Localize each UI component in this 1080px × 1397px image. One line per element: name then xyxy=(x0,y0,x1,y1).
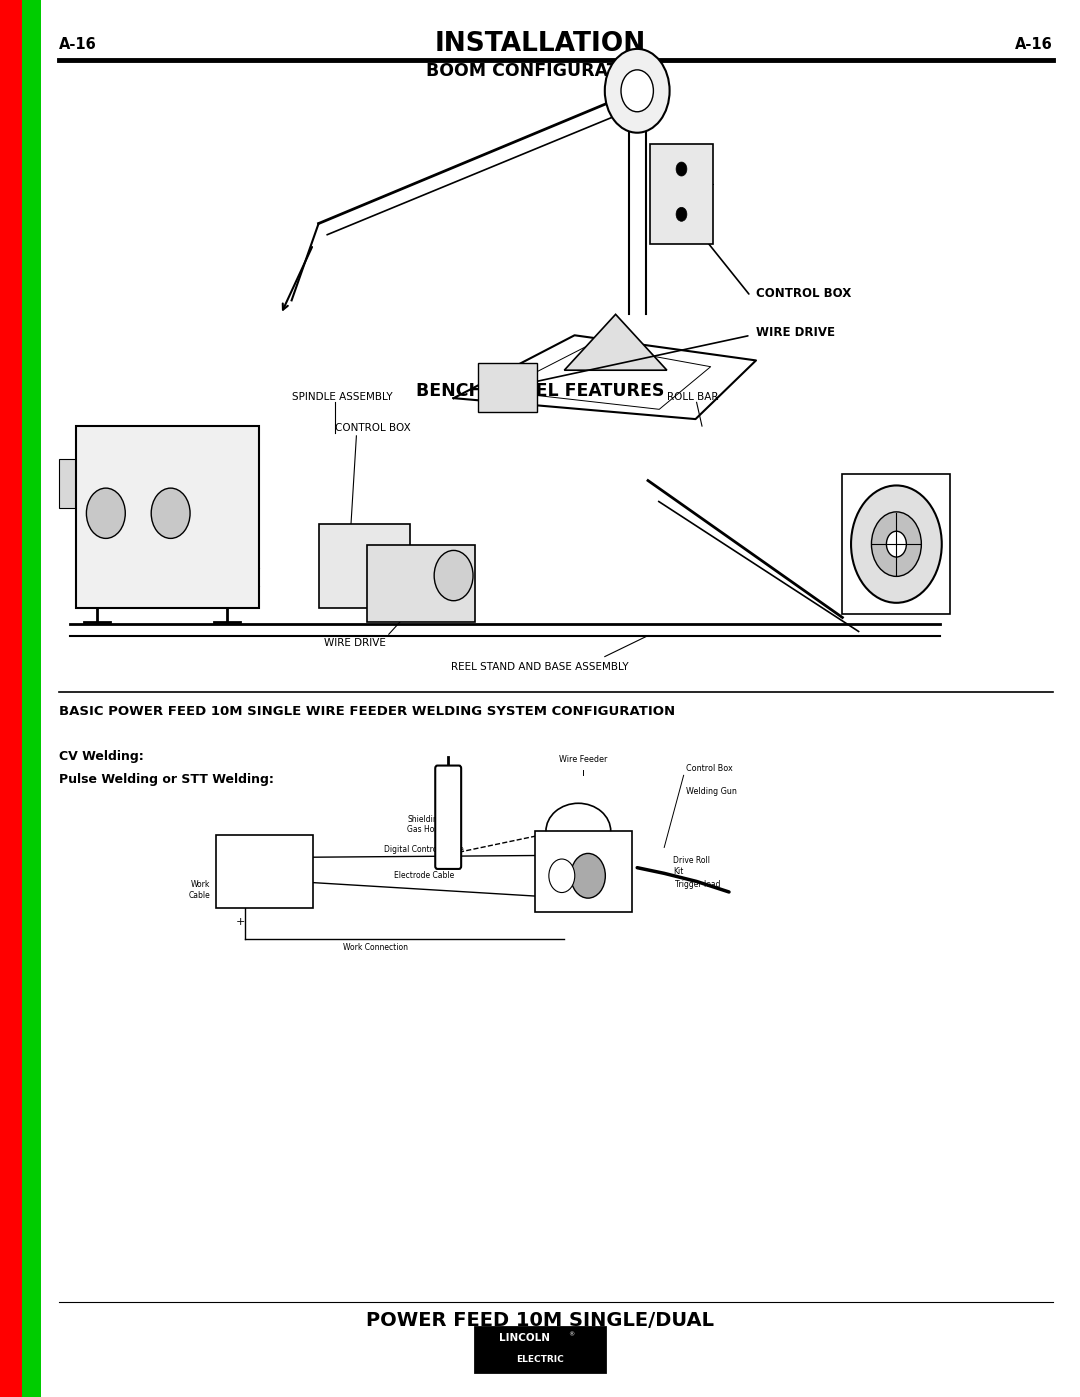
Text: Work
Cable: Work Cable xyxy=(189,880,211,900)
Circle shape xyxy=(872,511,921,577)
Bar xyxy=(103,446,144,481)
Text: CONTROL BOX: CONTROL BOX xyxy=(335,423,410,433)
Bar xyxy=(477,363,537,412)
Bar xyxy=(216,835,313,908)
Circle shape xyxy=(621,70,653,112)
Circle shape xyxy=(851,486,942,604)
Bar xyxy=(76,426,259,608)
Text: CV Welding:: CV Welding: xyxy=(59,750,144,763)
Text: Digital Control Cable: Digital Control Cable xyxy=(384,845,463,855)
Circle shape xyxy=(676,162,687,176)
Text: ROLL BAR: ROLL BAR xyxy=(667,393,719,402)
Text: 24: 24 xyxy=(555,873,563,879)
Text: Return to Section TOC: Return to Section TOC xyxy=(6,474,15,583)
Text: BASIC POWER FEED 10M SINGLE WIRE FEEDER WELDING SYSTEM CONFIGURATION: BASIC POWER FEED 10M SINGLE WIRE FEEDER … xyxy=(59,705,675,718)
Bar xyxy=(167,446,208,481)
Polygon shape xyxy=(319,524,410,608)
Text: Return to Section TOC: Return to Section TOC xyxy=(6,1220,15,1329)
Bar xyxy=(842,475,950,615)
Text: WIRE DRIVE: WIRE DRIVE xyxy=(756,326,835,339)
FancyBboxPatch shape xyxy=(435,766,461,869)
Bar xyxy=(475,1327,605,1372)
Text: ELECTRIC: ELECTRIC xyxy=(516,1355,564,1365)
Text: BENCH MODEL FEATURES: BENCH MODEL FEATURES xyxy=(416,383,664,400)
Text: REEL STAND AND BASE ASSEMBLY: REEL STAND AND BASE ASSEMBLY xyxy=(451,662,629,672)
Text: SPINDLE ASSEMBLY: SPINDLE ASSEMBLY xyxy=(292,393,392,402)
Text: WIRE DRIVE: WIRE DRIVE xyxy=(324,638,386,648)
Circle shape xyxy=(434,550,473,601)
Text: Welding Gun: Welding Gun xyxy=(686,788,737,796)
Text: Return to Master TOC: Return to Master TOC xyxy=(27,475,36,581)
Text: Return to Section TOC: Return to Section TOC xyxy=(6,116,15,225)
Text: Pulse Welding or STT Welding:: Pulse Welding or STT Welding: xyxy=(59,773,274,785)
Circle shape xyxy=(570,854,605,898)
Circle shape xyxy=(549,859,575,893)
Bar xyxy=(22,0,41,1397)
Text: +: + xyxy=(235,916,245,928)
Text: Return to Section TOC: Return to Section TOC xyxy=(6,833,15,942)
Text: LINCOLN: LINCOLN xyxy=(499,1333,550,1344)
Text: Power Source: Power Source xyxy=(238,868,292,876)
Polygon shape xyxy=(367,545,475,622)
Circle shape xyxy=(605,49,670,133)
Circle shape xyxy=(151,488,190,538)
Text: Trigger lead: Trigger lead xyxy=(675,880,720,888)
Text: Electrode Cable: Electrode Cable xyxy=(394,870,454,880)
Text: POWER FEED 10M SINGLE/DUAL: POWER FEED 10M SINGLE/DUAL xyxy=(366,1310,714,1330)
Bar xyxy=(477,1329,568,1350)
Text: ®: ® xyxy=(568,1333,575,1338)
Circle shape xyxy=(86,488,125,538)
Polygon shape xyxy=(564,314,667,370)
Text: A-16: A-16 xyxy=(1015,36,1053,52)
Bar xyxy=(0,0,22,1397)
Text: Control Box: Control Box xyxy=(686,764,732,773)
Text: Return to Master TOC: Return to Master TOC xyxy=(27,834,36,940)
Text: Return to Master TOC: Return to Master TOC xyxy=(27,117,36,224)
Bar xyxy=(59,458,76,509)
Circle shape xyxy=(887,531,906,557)
Text: Wire Feeder: Wire Feeder xyxy=(559,756,607,764)
Text: Shielding
Gas Hose: Shielding Gas Hose xyxy=(407,814,443,834)
Text: Drive Roll
Kit: Drive Roll Kit xyxy=(673,856,710,876)
Text: Return to Master TOC: Return to Master TOC xyxy=(27,1221,36,1327)
Text: BOOM CONFIGURATION: BOOM CONFIGURATION xyxy=(426,63,654,80)
Text: Work Connection: Work Connection xyxy=(342,943,408,951)
Bar xyxy=(650,144,713,244)
Text: INSTALLATION: INSTALLATION xyxy=(434,31,646,57)
Text: A-16: A-16 xyxy=(59,36,97,52)
Circle shape xyxy=(676,207,687,221)
Bar xyxy=(535,831,632,912)
Text: CONTROL BOX: CONTROL BOX xyxy=(756,286,851,300)
